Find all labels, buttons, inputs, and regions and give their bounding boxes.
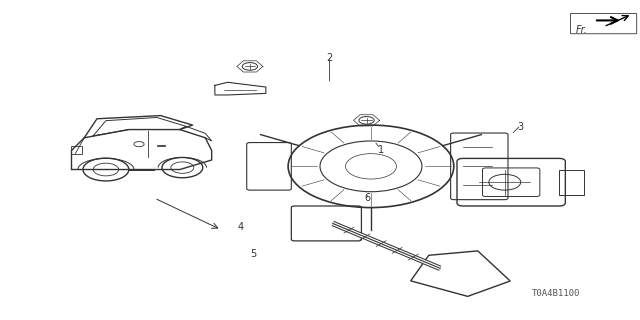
FancyArrowPatch shape bbox=[606, 16, 628, 26]
Bar bbox=[72, 146, 82, 154]
Text: 5: 5 bbox=[250, 249, 256, 259]
Text: 2: 2 bbox=[326, 53, 333, 63]
Text: 3: 3 bbox=[518, 122, 524, 132]
Text: T0A4B1100: T0A4B1100 bbox=[532, 289, 580, 298]
Text: 1: 1 bbox=[378, 146, 383, 156]
Text: 4: 4 bbox=[237, 222, 243, 232]
Bar bbox=[559, 170, 584, 195]
Text: Fr.: Fr. bbox=[576, 25, 588, 35]
Text: 6: 6 bbox=[365, 193, 371, 203]
Bar bbox=[157, 145, 164, 146]
FancyArrowPatch shape bbox=[596, 17, 618, 24]
